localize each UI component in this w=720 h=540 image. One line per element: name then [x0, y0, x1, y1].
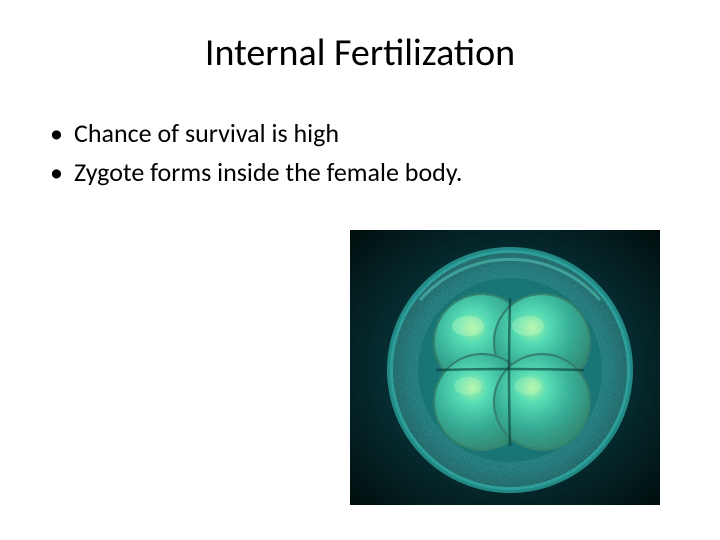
zygote-image [350, 230, 660, 505]
bullet-list: Chance of survival is high Zygote forms … [40, 116, 680, 190]
bullet-item: Zygote forms inside the female body. [50, 155, 680, 190]
bullet-item: Chance of survival is high [50, 116, 680, 151]
slide-title: Internal Fertilization [40, 30, 680, 76]
